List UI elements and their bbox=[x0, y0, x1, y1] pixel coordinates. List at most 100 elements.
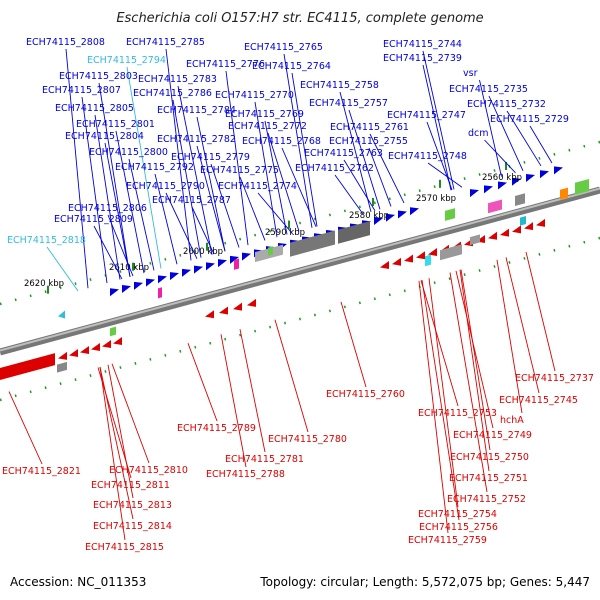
gene-leader-line bbox=[340, 301, 367, 388]
gene-leader-line bbox=[99, 366, 134, 520]
gene-leader-line bbox=[65, 48, 89, 289]
gene-leader-line bbox=[107, 214, 134, 277]
reverse-gene-block bbox=[0, 353, 55, 380]
forward-gene-arrow bbox=[484, 185, 493, 194]
misc-feature-green bbox=[575, 178, 589, 195]
reverse-gene-arrow bbox=[500, 228, 509, 237]
gene-leader-line bbox=[334, 174, 364, 215]
gene-leader-line bbox=[421, 279, 460, 521]
gene-leader-line bbox=[274, 319, 309, 433]
gene-leader-line bbox=[81, 96, 108, 284]
gene-leader-line bbox=[455, 270, 494, 429]
gene-leader-line bbox=[98, 82, 131, 277]
gray-feature-block bbox=[290, 230, 335, 257]
gene-label: ECH74115_2772 bbox=[228, 121, 307, 132]
gene-leader-line bbox=[428, 278, 459, 508]
gene-label: ECH74115_2801 bbox=[76, 119, 155, 130]
gene-label: ECH74115_2751 bbox=[449, 473, 528, 484]
gene-label: ECH74115_2739 bbox=[383, 53, 462, 64]
reverse-gene-arrow bbox=[205, 310, 214, 319]
gray-feature-block bbox=[57, 361, 67, 373]
gene-leader-line bbox=[115, 130, 145, 274]
gene-leader-line bbox=[343, 159, 376, 211]
gray-feature-block bbox=[470, 234, 480, 246]
gene-leader-line bbox=[210, 163, 240, 248]
reverse-gene-arrow bbox=[58, 351, 67, 360]
gene-leader-line bbox=[460, 269, 491, 451]
gene-label: ECH74115_2748 bbox=[388, 151, 467, 162]
forward-gene-arrow bbox=[110, 288, 119, 297]
gene-label: ECH74115_2762 bbox=[295, 163, 374, 174]
reverse-gene-arrow bbox=[102, 340, 111, 349]
gene-label: ECH74115_2774 bbox=[218, 181, 297, 192]
reverse-gene-arrow bbox=[416, 251, 425, 260]
forward-gene-arrow bbox=[134, 281, 143, 290]
gene-leader-line bbox=[420, 280, 459, 407]
gene-label: ECH74115_2804 bbox=[65, 131, 144, 142]
inner-dotted-ring bbox=[0, 236, 600, 402]
gene-label: ECH74115_2810 bbox=[109, 465, 188, 476]
gene-label: ECH74115_2815 bbox=[85, 542, 164, 553]
reverse-gene-arrow bbox=[233, 302, 242, 311]
genome-summary-text: Topology: circular; Length: 5,572,075 bp… bbox=[259, 575, 590, 589]
gene-label: ECH74115_2775 bbox=[200, 165, 279, 176]
reverse-gene-arrow bbox=[488, 231, 497, 240]
gene-label: ECH74115_2808 bbox=[26, 37, 105, 48]
gene-leader-line bbox=[177, 85, 213, 255]
gene-leader-line bbox=[154, 173, 178, 265]
gene-label: ECH74115_2757 bbox=[309, 98, 388, 109]
misc-feature-green bbox=[445, 208, 455, 221]
gene-leader-line bbox=[339, 91, 372, 212]
gene-leader-line bbox=[196, 145, 226, 252]
gene-label: ECH74115_2800 bbox=[89, 147, 168, 158]
gene-label: ECH74115_2755 bbox=[329, 136, 408, 147]
forward-gene-arrow bbox=[182, 268, 191, 277]
gene-label: ECH74115_2745 bbox=[499, 395, 578, 406]
gene-label: vsr bbox=[463, 68, 478, 79]
gene-label: ECH74115_2732 bbox=[467, 99, 546, 110]
forward-gene-arrow bbox=[540, 170, 549, 179]
gene-leader-line bbox=[479, 79, 502, 177]
reverse-gene-arrow bbox=[247, 298, 256, 307]
forward-gene-arrow bbox=[194, 265, 203, 274]
forward-gene-arrow bbox=[146, 278, 155, 287]
gene-leader-line bbox=[225, 70, 249, 246]
gene-leader-line bbox=[191, 206, 215, 255]
gene-leader-line bbox=[99, 366, 126, 541]
gene-leader-line bbox=[348, 109, 381, 210]
gene-leader-line bbox=[369, 133, 405, 204]
gene-leader-line bbox=[165, 48, 192, 261]
gene-leader-line bbox=[104, 142, 131, 277]
gene-label: ECH74115_2770 bbox=[215, 90, 294, 101]
gene-label: ECH74115_2779 bbox=[171, 152, 250, 163]
gene-leader-line bbox=[418, 280, 449, 534]
gene-leader-line bbox=[426, 121, 453, 191]
reverse-gene-arrow bbox=[113, 337, 122, 346]
gene-label: ECH74115_2782 bbox=[157, 134, 236, 145]
misc-feature-cyan bbox=[425, 254, 431, 267]
reverse-gene-arrow bbox=[524, 222, 533, 231]
gene-label: ECH74115_2814 bbox=[93, 521, 172, 532]
gene-leader-line bbox=[128, 158, 155, 271]
gene-label: ECH74115_2818 bbox=[7, 235, 86, 246]
forward-gene-arrow bbox=[374, 217, 383, 226]
forward-gene-arrow bbox=[398, 210, 407, 219]
gene-leader-line bbox=[254, 101, 278, 238]
gene-label: ECH74115_2794 bbox=[87, 55, 166, 66]
reverse-gene-arrow bbox=[91, 343, 100, 351]
gene-leader-line bbox=[196, 116, 226, 252]
forward-gene-arrow bbox=[498, 181, 507, 190]
gene-leader-line bbox=[267, 132, 300, 232]
gene-label: ECH74115_2737 bbox=[515, 373, 594, 384]
gene-label: ECH74115_2768 bbox=[242, 136, 321, 147]
forward-gene-arrow bbox=[242, 252, 251, 261]
forward-gene-arrow bbox=[170, 272, 179, 281]
gene-label: ECH74115_2744 bbox=[383, 39, 462, 50]
gene-leader-line bbox=[8, 391, 43, 465]
gene-leader-line bbox=[94, 114, 121, 280]
gene-label: ECH74115_2749 bbox=[453, 430, 532, 441]
tick-label: 2620 kbp bbox=[24, 279, 64, 289]
gene-leader-line bbox=[291, 72, 318, 227]
forward-gene-arrow bbox=[512, 177, 521, 186]
tick-label: 2600 kbp bbox=[183, 247, 223, 257]
